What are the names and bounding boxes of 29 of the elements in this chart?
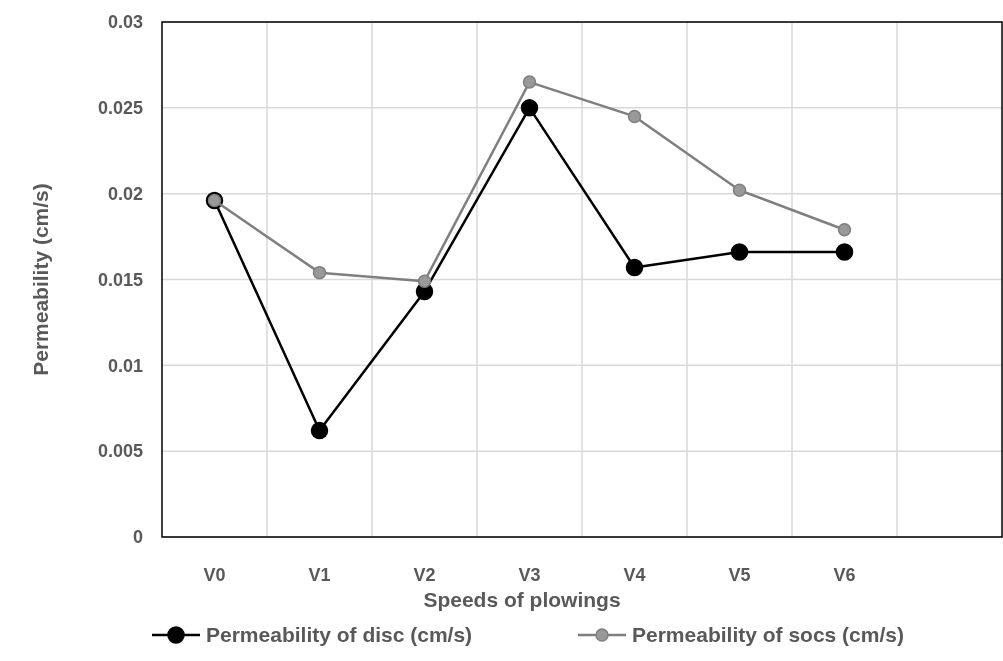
x-tick-label: V5 xyxy=(728,565,751,585)
y-tick-label: 0.01 xyxy=(107,355,143,376)
legend-label: Permeability of socs (cm/s) xyxy=(632,623,904,647)
x-tick-label: V2 xyxy=(413,565,436,585)
x-tick-label: V6 xyxy=(833,565,856,585)
x-tick-label: V1 xyxy=(308,565,331,585)
legend-label: Permeability of disc (cm/s) xyxy=(206,623,473,647)
x-tick-label: V0 xyxy=(203,565,226,585)
y-tick-label: 0 xyxy=(132,527,143,548)
point xyxy=(417,274,432,288)
point xyxy=(837,222,852,237)
y-tick-label: 0.02 xyxy=(107,183,143,204)
y-tick-label: 0.015 xyxy=(97,269,143,290)
x-tick-label: V3 xyxy=(518,565,541,585)
y-tick-label: 0.025 xyxy=(97,98,143,119)
point xyxy=(310,421,329,440)
point xyxy=(312,265,327,280)
y-tick-label: 0.03 xyxy=(107,12,143,33)
point xyxy=(627,109,642,124)
point xyxy=(732,183,747,197)
point xyxy=(625,258,644,277)
point xyxy=(835,243,854,261)
x-tick-label: V4 xyxy=(623,565,646,585)
x-axis-title: Speeds of plowings xyxy=(423,588,621,611)
point xyxy=(730,243,749,261)
point xyxy=(520,99,539,117)
point xyxy=(522,75,537,89)
y-axis-title: Permeability (cm/s) xyxy=(29,183,52,376)
y-tick-label: 0.005 xyxy=(97,441,143,462)
